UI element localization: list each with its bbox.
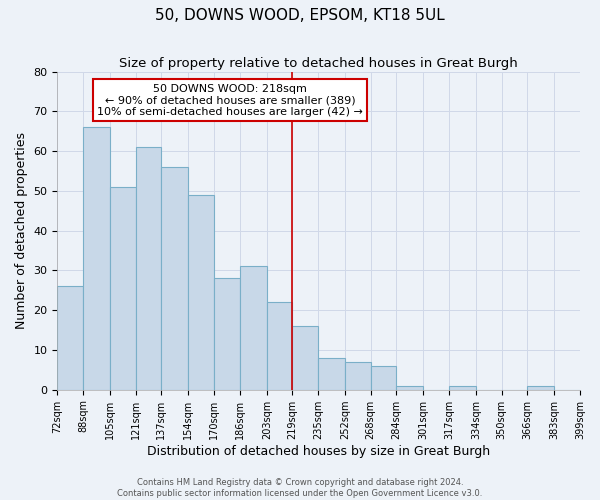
Bar <box>83 128 110 390</box>
Bar <box>527 386 554 390</box>
Bar <box>239 266 267 390</box>
Bar <box>214 278 239 390</box>
Y-axis label: Number of detached properties: Number of detached properties <box>15 132 28 329</box>
Bar <box>267 302 292 390</box>
Bar <box>318 358 345 390</box>
X-axis label: Distribution of detached houses by size in Great Burgh: Distribution of detached houses by size … <box>147 444 490 458</box>
Text: 50 DOWNS WOOD: 218sqm
← 90% of detached houses are smaller (389)
10% of semi-det: 50 DOWNS WOOD: 218sqm ← 90% of detached … <box>97 84 363 117</box>
Bar <box>292 326 318 390</box>
Title: Size of property relative to detached houses in Great Burgh: Size of property relative to detached ho… <box>119 58 518 70</box>
Bar <box>161 167 188 390</box>
Bar <box>449 386 476 390</box>
Bar <box>396 386 424 390</box>
Bar <box>345 362 371 390</box>
Bar <box>110 187 136 390</box>
Bar <box>188 195 214 390</box>
Bar <box>58 286 83 390</box>
Bar <box>371 366 396 390</box>
Bar <box>136 147 161 390</box>
Text: Contains HM Land Registry data © Crown copyright and database right 2024.
Contai: Contains HM Land Registry data © Crown c… <box>118 478 482 498</box>
Text: 50, DOWNS WOOD, EPSOM, KT18 5UL: 50, DOWNS WOOD, EPSOM, KT18 5UL <box>155 8 445 22</box>
